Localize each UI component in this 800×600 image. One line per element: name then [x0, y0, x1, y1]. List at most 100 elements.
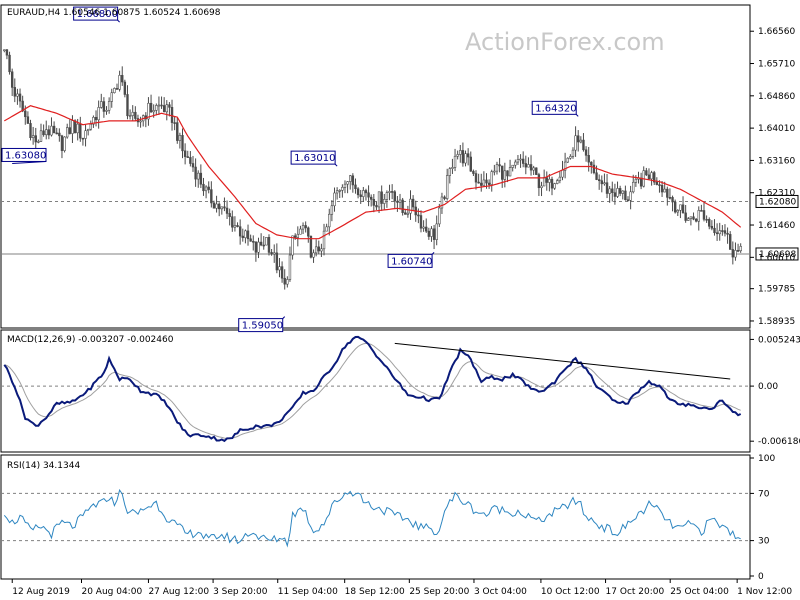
candle-body — [409, 198, 412, 214]
candle-body — [217, 203, 221, 210]
candle-body — [618, 188, 622, 194]
watermark: ActionForex.com — [465, 28, 665, 56]
sma-line — [4, 105, 742, 240]
candle-body — [362, 190, 365, 197]
price-tick-label: 1.60610 — [758, 253, 795, 263]
candle-body — [257, 241, 260, 253]
candle-body — [178, 135, 182, 141]
candle-body — [168, 104, 171, 108]
price-tick-label: 1.63160 — [758, 156, 795, 166]
price-tick-label: 1.61460 — [758, 221, 795, 231]
macd-line — [3, 335, 742, 443]
candle-body — [482, 179, 486, 186]
candle-body — [563, 161, 567, 171]
candle-body — [705, 218, 708, 221]
candle-body — [372, 199, 376, 206]
candle-body — [60, 135, 64, 151]
candle-body — [692, 216, 695, 220]
macd-signal-line — [4, 342, 741, 439]
candle-body — [45, 129, 48, 136]
candle-body — [322, 230, 326, 250]
candle-body — [92, 117, 95, 125]
candle-body — [102, 101, 106, 112]
candle-body — [435, 223, 438, 240]
price-panel-frame — [0, 4, 751, 329]
price-annotation-leader — [12, 160, 47, 164]
candle-body — [579, 139, 583, 143]
candle-body — [259, 241, 263, 246]
price-annotation-box — [1, 147, 47, 162]
candle-body — [37, 141, 40, 143]
candle-body — [84, 130, 87, 139]
candle-body — [199, 172, 203, 185]
candle-body — [278, 266, 281, 271]
candle-body — [383, 199, 386, 204]
candle-body — [708, 219, 711, 227]
candle-body — [542, 177, 546, 187]
candle-body — [535, 167, 538, 175]
candle-body — [50, 125, 53, 136]
candle-body — [18, 93, 22, 102]
candle-body — [430, 228, 433, 237]
candle-body — [684, 212, 687, 221]
candle-body — [422, 226, 425, 229]
candle-body — [152, 110, 155, 113]
candle-body — [286, 279, 289, 285]
candle-body — [611, 188, 614, 193]
candle-body — [354, 184, 357, 190]
candle-body — [377, 191, 381, 208]
price-annotation-label: 1.63010 — [294, 153, 335, 164]
candle-body — [328, 213, 331, 228]
candle-body — [307, 227, 310, 237]
candle-body — [346, 181, 349, 185]
candle-body — [679, 204, 682, 211]
candle-body — [443, 196, 446, 199]
candle-body — [343, 183, 347, 188]
macd-tick-label: -0.006186 — [758, 437, 800, 447]
candle-body — [238, 226, 242, 237]
candle-body — [689, 216, 693, 219]
candle-body — [76, 123, 79, 134]
candle-body — [668, 197, 672, 199]
candle-body — [645, 170, 648, 176]
candle-body — [71, 120, 74, 134]
candle-body — [660, 185, 664, 193]
candle-body — [233, 225, 237, 228]
candle-body — [456, 154, 459, 157]
candle-body — [548, 178, 551, 183]
candle-body — [603, 182, 606, 185]
candle-body — [273, 252, 276, 255]
candle-body — [401, 199, 404, 213]
price-level-box — [755, 194, 799, 208]
candle-body — [566, 157, 569, 163]
candle-body — [663, 188, 666, 193]
price-level-label: 1.62080 — [759, 197, 796, 207]
price-annotation-leader — [282, 316, 286, 319]
candle-body — [721, 230, 724, 232]
candle-body — [584, 149, 588, 156]
candle-body — [427, 230, 431, 237]
price-annotation-label: 1.60740 — [391, 256, 432, 267]
candle-body — [629, 191, 632, 201]
x-tick-label: 25 Oct 04:00 — [670, 587, 729, 597]
candle-body — [301, 225, 305, 230]
candle-body — [170, 107, 174, 123]
candle-body — [723, 230, 727, 234]
candle-body — [702, 210, 706, 220]
candle-body — [304, 225, 307, 229]
rsi-tick-label: 0 — [758, 572, 764, 582]
candle-body — [508, 167, 512, 177]
candle-body — [553, 183, 556, 189]
candle-body — [66, 127, 69, 138]
price-level-label: 1.60698 — [759, 250, 796, 260]
candle-body — [86, 128, 90, 131]
candle-body — [296, 233, 300, 238]
candle-body — [697, 210, 700, 222]
candle-body — [246, 230, 250, 240]
price-annotation-label: 1.63080 — [5, 150, 46, 161]
candle-body — [676, 210, 679, 213]
candle-body — [519, 158, 522, 161]
candle-body — [469, 156, 472, 172]
candle-body — [461, 150, 465, 164]
candle-body — [330, 205, 334, 215]
